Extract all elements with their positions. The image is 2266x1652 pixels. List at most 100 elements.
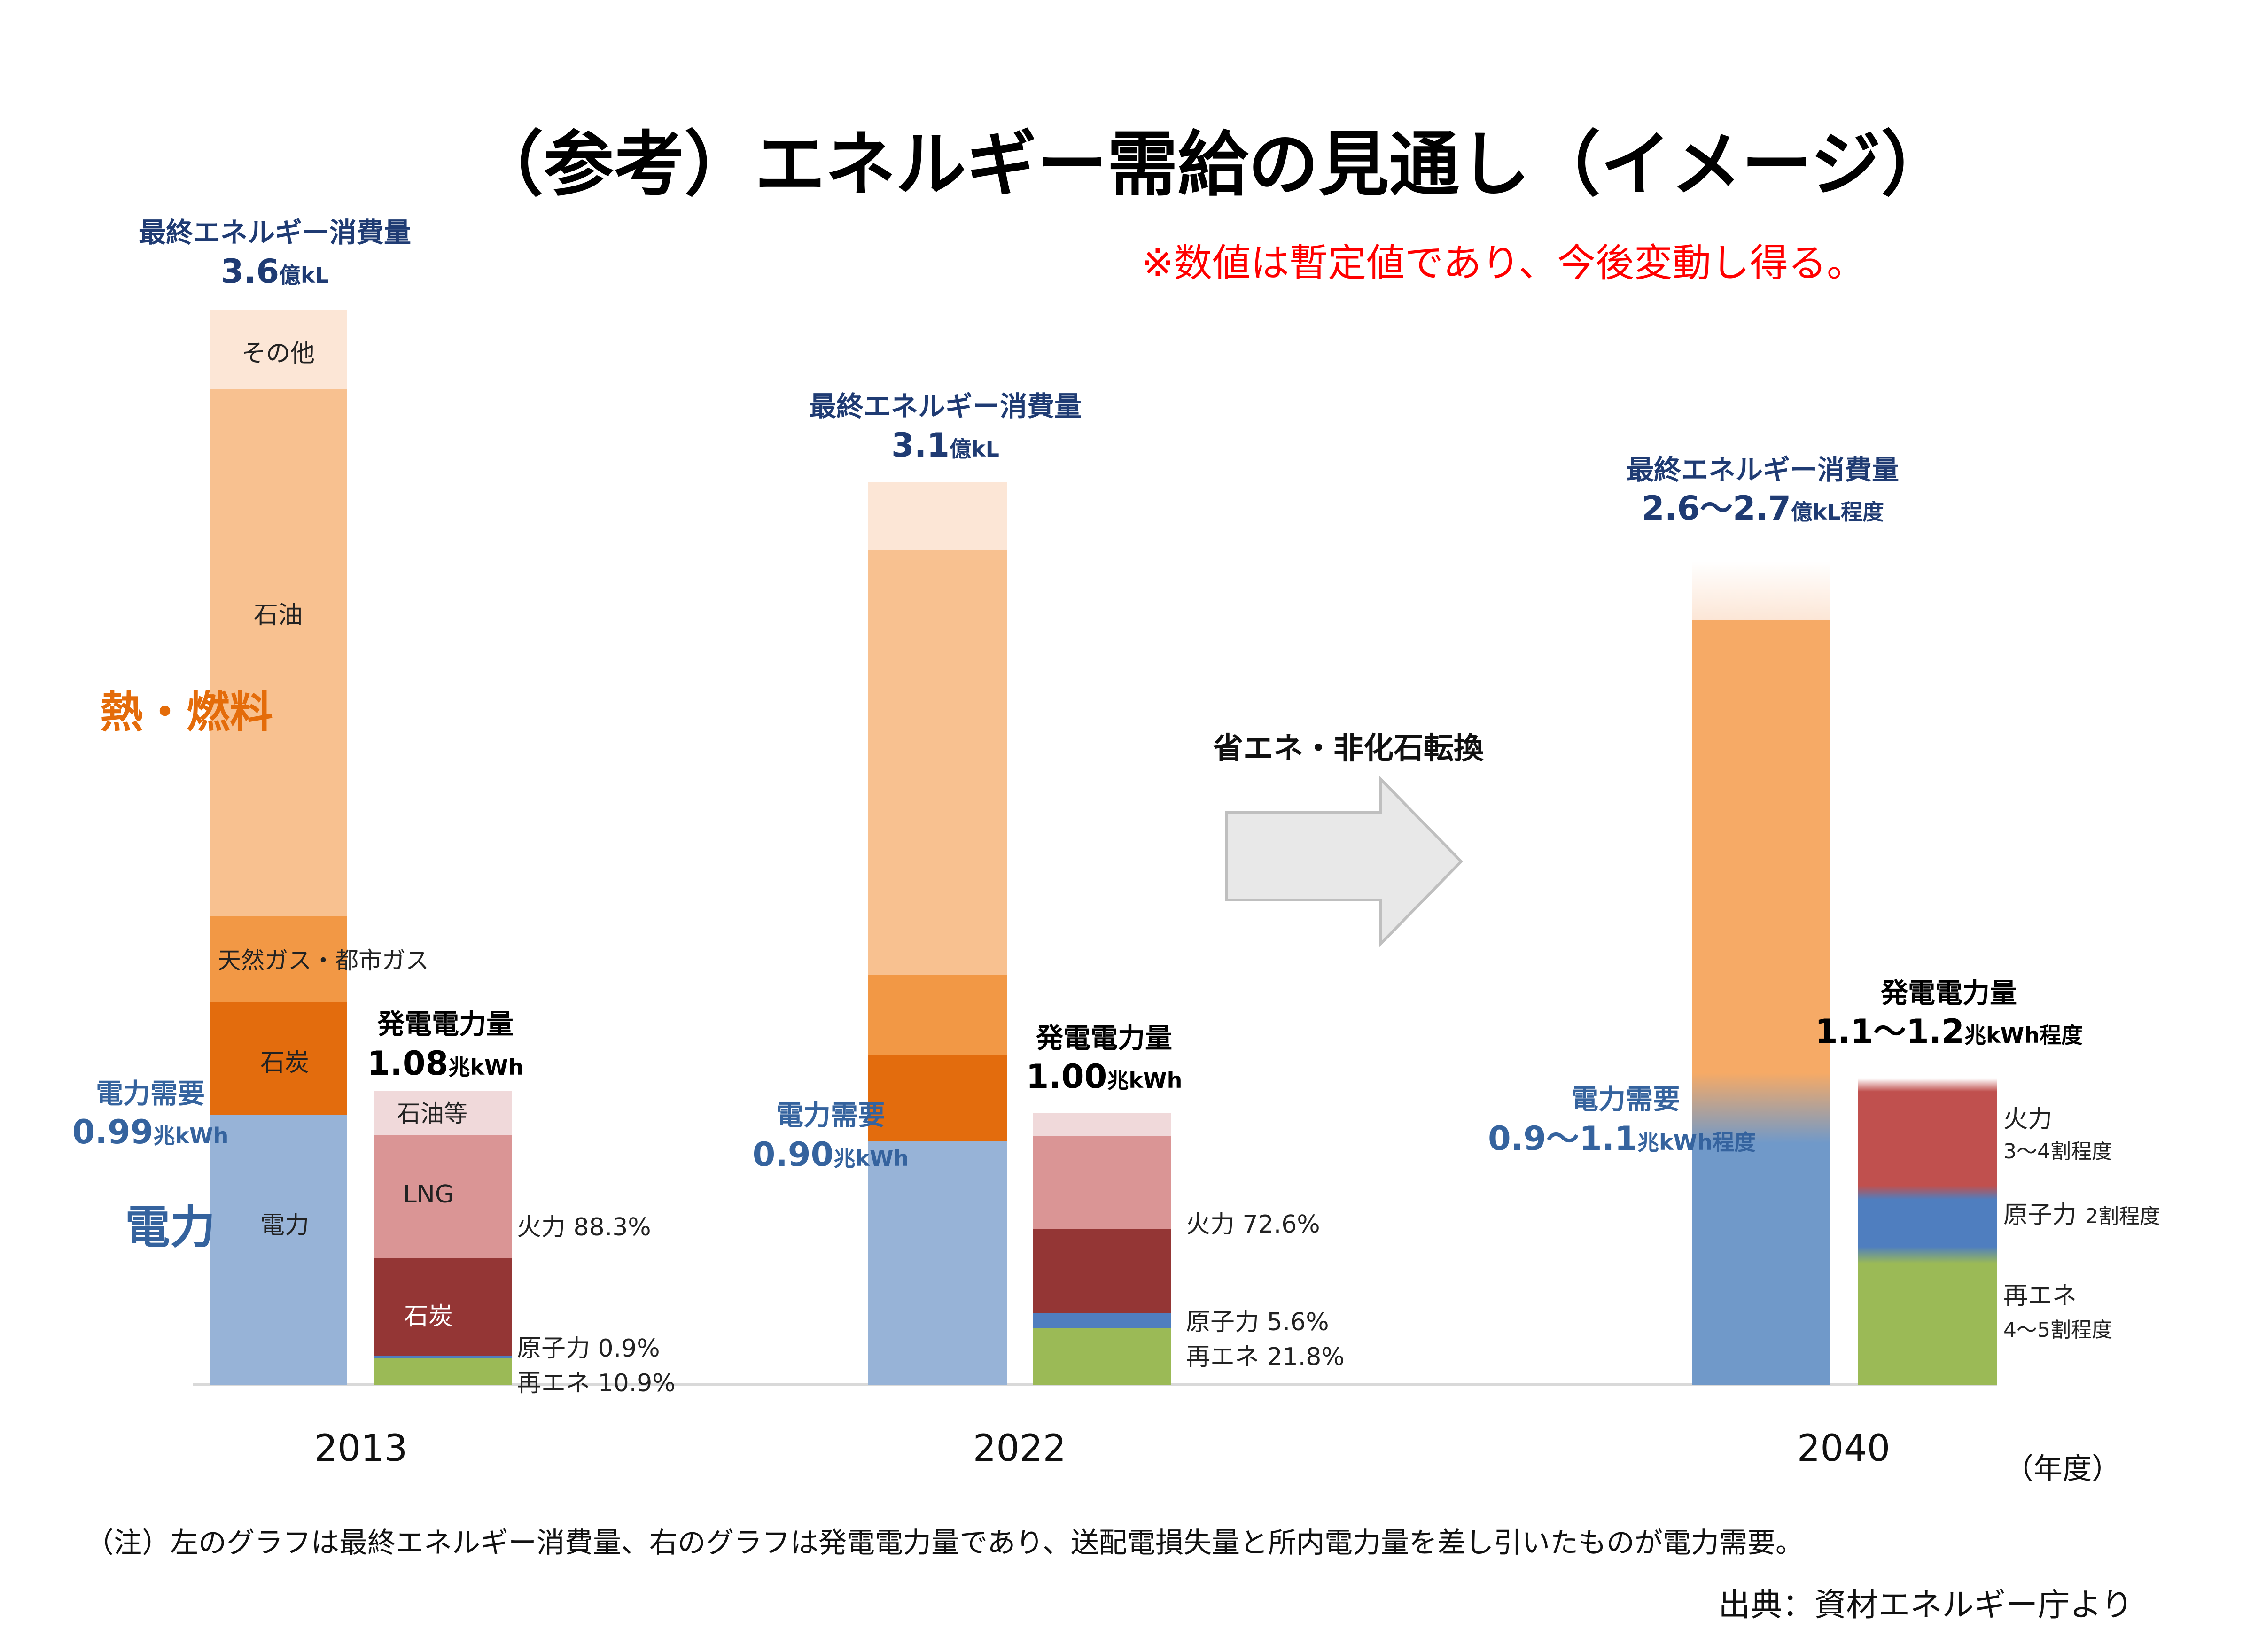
gen-2040-nuclear-name: 原子力 2割程度 — [2003, 1201, 2160, 1229]
bar-2013-electricity-label: 電力 — [260, 1211, 309, 1240]
gen-2013-coal — [374, 1258, 512, 1356]
consumption-2040-total-value: 2.6～2.7 — [1642, 489, 1791, 527]
bar-2013-other — [210, 310, 347, 389]
source-credit: 出典：資材エネルギー庁より — [1718, 1587, 2133, 1624]
gen-2013-renewable — [374, 1358, 512, 1385]
gen-2040-nuclear-share: 2割程度 — [2085, 1204, 2160, 1228]
bar-group-2040-consumption — [1692, 561, 1830, 1385]
gen-2040-thermal — [1858, 1092, 1997, 1186]
generation-2040-total-unit: 兆kWh程度 — [1964, 1023, 2083, 1048]
generation-2013-total-unit: 兆kWh — [448, 1055, 523, 1080]
bar-group-2022-generation — [1033, 1113, 1171, 1385]
bar-2013-coal-label: 石炭 — [260, 1049, 309, 1077]
bar-2040-electricity — [1692, 1143, 1830, 1385]
gen-2013-thermal-share: 火力 88.3% — [517, 1213, 651, 1241]
demand-2013-value: 0.99兆kWh — [72, 1113, 229, 1151]
gen-2040-renewable-name: 再エネ — [2003, 1282, 2077, 1310]
consumption-2013-heading: 最終エネルギー消費量 — [139, 217, 411, 248]
disclaimer: ※数値は暫定値であり、今後変動し得る。 — [1141, 241, 1865, 286]
demand-2013-heading: 電力需要 — [96, 1078, 205, 1109]
gen-2013-lng-label: LNG — [403, 1180, 454, 1209]
gen-2013-nuclear — [374, 1356, 512, 1358]
consumption-2013-total-unit: 億kL — [279, 263, 329, 288]
gen-2040-blend2 — [1858, 1247, 1997, 1264]
generation-2013-total-value: 1.08 — [367, 1044, 449, 1083]
bar-2013-coal — [210, 1002, 347, 1115]
consumption-2022-heading: 最終エネルギー消費量 — [809, 390, 1082, 422]
bar-2022-electricity — [868, 1141, 1007, 1385]
consumption-2040-total-unit: 億kL程度 — [1791, 499, 1884, 525]
generation-2022-total-value: 1.00 — [1026, 1057, 1107, 1096]
demand-2040-heading: 電力需要 — [1571, 1083, 1680, 1115]
generation-2022-total-unit: 兆kWh — [1107, 1068, 1182, 1093]
gen-2040-thermal-share: 3～4割程度 — [2003, 1140, 2112, 1163]
transition-label: 省エネ・非化石転換 — [1213, 731, 1484, 766]
tick-label-2013: 2013 — [314, 1427, 408, 1470]
bar-2040-oil — [1692, 620, 1830, 1073]
tick-label-2040: 2040 — [1797, 1427, 1891, 1470]
consumption-2022-total-unit: 億kL — [950, 436, 999, 462]
bar-2040-transition — [1692, 1073, 1830, 1143]
demand-2022-value: 0.90兆kWh — [753, 1135, 909, 1174]
gen-2040-nuclear-label: 原子力 — [2003, 1201, 2077, 1229]
gen-2013-coal-label: 石炭 — [404, 1303, 453, 1331]
bar-group-2013-generation — [374, 1091, 512, 1385]
consumption-2040-heading: 最終エネルギー消費量 — [1627, 454, 1899, 486]
gen-2013-nuclear-share: 原子力 0.9% — [517, 1334, 660, 1363]
gen-2022-renewable — [1033, 1328, 1171, 1385]
gen-2022-thermal-share: 火力 72.6% — [1186, 1210, 1320, 1239]
transition-arrow — [1225, 775, 1464, 948]
demand-2040-value: 0.9～1.1兆kWh程度 — [1488, 1119, 1756, 1158]
consumption-2040-total: 2.6～2.7億kL程度 — [1642, 489, 1884, 527]
heat-fuel-label: 熱・燃料 — [100, 687, 273, 737]
electricity-side-label: 電力 — [125, 1201, 215, 1254]
gen-2022-nuclear — [1033, 1313, 1171, 1328]
demand-2040-value-unit: 兆kWh程度 — [1637, 1130, 1756, 1155]
generation-2013-heading: 発電電力量 — [377, 1008, 514, 1040]
bar-group-2013-consumption — [210, 310, 347, 1385]
gen-2040-renewable-share: 4～5割程度 — [2003, 1318, 2112, 1342]
generation-2040-heading: 発電電力量 — [1881, 977, 2017, 1009]
generation-2013-total: 1.08兆kWh — [367, 1044, 524, 1083]
footnote: （注）左のグラフは最終エネルギー消費量、右のグラフは発電電力量であり、送配電損失… — [86, 1527, 1804, 1559]
gen-2013-lng — [374, 1135, 512, 1258]
generation-2022-total: 1.00兆kWh — [1026, 1057, 1183, 1096]
gen-2040-blend1 — [1858, 1186, 1997, 1200]
consumption-2013-total: 3.6億kL — [221, 252, 329, 291]
bar-2013-electricity — [210, 1115, 347, 1385]
bar-2013-oil-label: 石油 — [254, 601, 303, 629]
gen-2022-coal — [1033, 1229, 1171, 1313]
gen-2022-nuclear-share: 原子力 5.6% — [1186, 1308, 1329, 1336]
bar-group-2040-generation — [1858, 1078, 1997, 1385]
gen-2022-lng — [1033, 1136, 1171, 1229]
demand-2022-heading: 電力需要 — [776, 1099, 885, 1131]
bar-2022-gas — [868, 975, 1007, 1055]
demand-2013-value-unit: 兆kWh — [153, 1123, 228, 1148]
bar-2040-other — [1692, 561, 1830, 620]
generation-2040-total: 1.1～1.2兆kWh程度 — [1815, 1012, 2083, 1051]
generation-2022-heading: 発電電力量 — [1036, 1022, 1172, 1054]
gen-2040-top-fade — [1858, 1078, 1997, 1092]
consumption-2022-total: 3.1億kL — [891, 426, 999, 465]
gen-2022-oil — [1033, 1113, 1171, 1136]
bar-2022-coal — [868, 1055, 1007, 1141]
bar-2013-gas — [210, 916, 347, 1002]
bar-group-2022-consumption — [868, 482, 1007, 1385]
bar-2013-other-label: その他 — [241, 340, 315, 368]
bar-2022-oil — [868, 550, 1007, 975]
gen-2013-renewable-share: 再エネ 10.9% — [517, 1369, 676, 1397]
demand-2022-value-number: 0.90 — [753, 1135, 834, 1174]
demand-2013-value-number: 0.99 — [72, 1113, 154, 1151]
gen-2040-renewable — [1858, 1264, 1997, 1385]
chart-title: （参考）エネルギー需給の見通し（イメージ） — [473, 124, 1951, 206]
tick-label-2022: 2022 — [973, 1427, 1067, 1470]
generation-2040-total-value: 1.1～1.2 — [1815, 1012, 1964, 1051]
gen-2040-nuclear — [1858, 1200, 1997, 1247]
gen-2040-thermal-name: 火力 — [2003, 1105, 2052, 1133]
gen-2013-oil-label: 石油等 — [397, 1100, 467, 1127]
bar-2013-gas-label: 天然ガス・都市ガス — [218, 947, 429, 974]
bar-2013-oil — [210, 389, 347, 916]
bar-2022-other — [868, 482, 1007, 550]
gen-2013-oil — [374, 1091, 512, 1135]
